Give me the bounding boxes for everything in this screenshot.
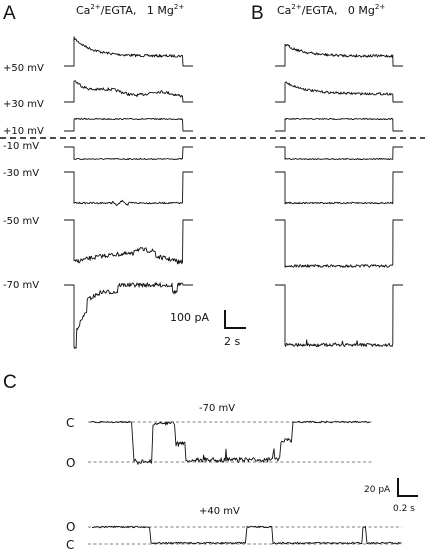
panel-c-top-trace (89, 420, 371, 465)
voltage-label-minus10: -10 mV (3, 141, 39, 152)
condition-header-a: Ca2+/EGTA, 1 Mg2+ (76, 3, 184, 17)
voltage-label-minus50: -50 mV (3, 216, 39, 227)
trace-minus50 (64, 219, 193, 265)
panel-c-bottom-trace (92, 525, 402, 545)
trace-minus10 (275, 146, 403, 161)
trace-minus70 (275, 284, 403, 348)
voltage-label-minus70: -70 mV (3, 280, 39, 291)
panel-c-top-closed-label: C (66, 416, 74, 430)
voltage-label-plus50: +50 mV (3, 63, 44, 74)
panel-c-bottom-trace-path (92, 525, 402, 545)
scale-bar-ab-time-label: 2 s (224, 335, 240, 348)
panel-letter-c: C (3, 372, 17, 393)
panel-c-top-open-label: O (66, 456, 75, 470)
panel-c-top-title: -70 mV (199, 403, 235, 414)
scale-bar-ab: 100 pA 2 s (170, 310, 246, 348)
trace-minus30 (64, 171, 193, 206)
panel-letter-b: B (251, 3, 264, 24)
panel-c-bottom-title: +40 mV (199, 506, 240, 517)
trace-plus10 (64, 117, 193, 132)
trace-plus10 (275, 117, 403, 132)
trace-plus30 (275, 81, 403, 103)
voltage-label-plus10: +10 mV (3, 126, 44, 137)
traces-panel-b (275, 43, 403, 348)
voltage-label-plus30: +30 mV (3, 99, 44, 110)
scale-bar-c-shape (397, 478, 418, 497)
trace-plus30 (64, 80, 193, 103)
trace-plus50 (64, 36, 193, 67)
condition-header-b: Ca2+/EGTA, 0 Mg2+ (277, 3, 385, 17)
scale-bar-c-time-label: 0.2 s (393, 504, 415, 514)
voltage-label-minus30: -30 mV (3, 168, 39, 179)
trace-minus50 (275, 219, 403, 268)
scale-bar-c: 20 pA 0.2 s (364, 478, 418, 514)
traces-panel-a (64, 36, 193, 349)
trace-minus30 (275, 171, 403, 205)
scale-bar-ab-shape (224, 310, 246, 329)
scale-bar-ab-current-label: 100 pA (170, 311, 209, 324)
panel-c-top-trace-path (89, 420, 371, 465)
panel-c-bottom-closed-label: C (66, 538, 74, 551)
panel-letter-a: A (3, 3, 16, 24)
trace-plus50 (275, 43, 403, 67)
panel-c-bottom-open-label: O (66, 520, 75, 534)
trace-minus10 (64, 146, 193, 161)
trace-minus70 (64, 282, 193, 349)
scale-bar-c-current-label: 20 pA (364, 485, 391, 495)
